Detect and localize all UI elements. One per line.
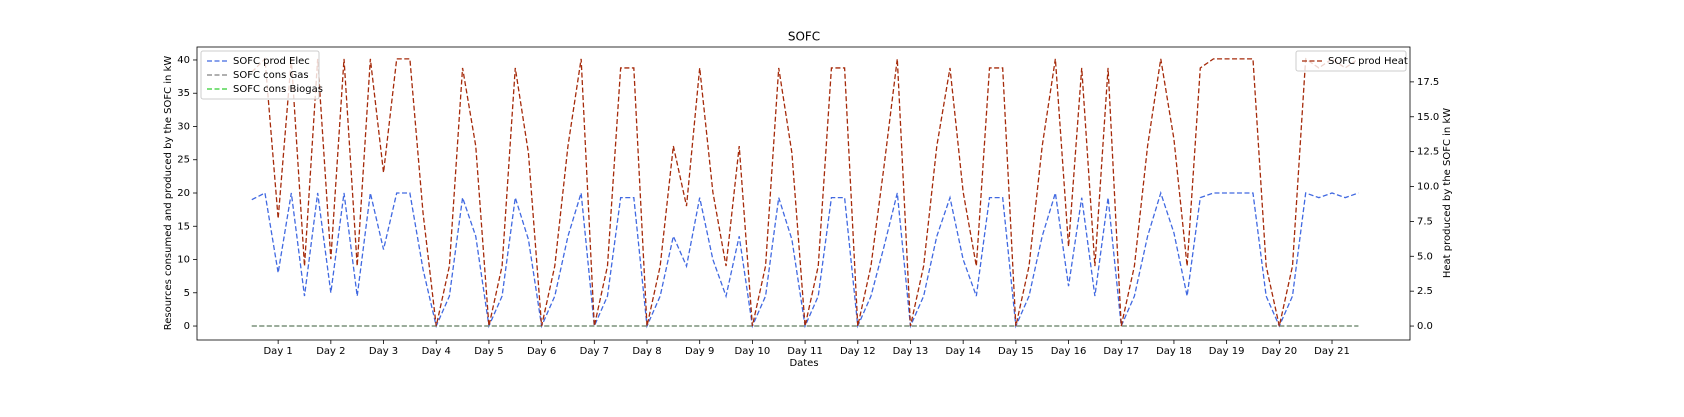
y2-tick-label: 12.5 (1417, 147, 1439, 158)
y2-tick-label: 0.0 (1417, 321, 1433, 332)
y-tick-label: 35 (177, 88, 190, 99)
y2-tick-label: 15.0 (1417, 112, 1439, 123)
x-tick-label: Day 19 (1209, 346, 1245, 357)
y-tick-label: 15 (177, 221, 190, 232)
x-axis-label: Dates (789, 358, 818, 369)
series-line (251, 57, 1359, 327)
y2-tick-label: 5.0 (1417, 251, 1433, 262)
y-tick-label: 25 (177, 155, 190, 166)
y-tick-label: 30 (177, 121, 190, 132)
x-tick-label: Day 8 (632, 346, 661, 357)
y2-tick-label: 17.5 (1417, 77, 1439, 88)
y2-tick-label: 2.5 (1417, 286, 1433, 297)
y-tick-label: 40 (177, 55, 190, 66)
x-tick-label: Day 11 (787, 346, 823, 357)
x-tick-label: Day 18 (1156, 346, 1192, 357)
x-tick-label: Day 21 (1314, 346, 1350, 357)
y-tick-label: 20 (177, 188, 190, 199)
series-line (251, 190, 1359, 329)
legend-label: SOFC prod Heat (1328, 56, 1408, 67)
x-tick-label: Day 15 (998, 346, 1034, 357)
x-tick-label: Day 17 (1103, 346, 1139, 357)
legend-box (200, 50, 320, 100)
x-tick-label: Day 16 (1051, 346, 1087, 357)
y2-axis-label: Heat produced by the SOFC in kW (1442, 108, 1453, 278)
chart-title: SOFC (788, 30, 820, 44)
x-tick-label: Day 1 (263, 346, 292, 357)
x-tick-label: Day 2 (316, 346, 345, 357)
legend-box (1295, 50, 1407, 72)
y2-tick-label: 10.0 (1417, 182, 1439, 193)
y2-tick-label: 7.5 (1417, 216, 1433, 227)
x-tick-label: Day 5 (474, 346, 503, 357)
x-tick-label: Day 20 (1261, 346, 1297, 357)
y-axis-label: Resources consumed and produced by the S… (163, 56, 174, 331)
x-tick-label: Day 6 (527, 346, 556, 357)
legend-label: SOFC prod Elec (233, 56, 310, 67)
x-tick-label: Day 4 (422, 346, 451, 357)
x-tick-label: Day 3 (369, 346, 398, 357)
x-tick-label: Day 9 (685, 346, 714, 357)
x-tick-label: Day 10 (735, 346, 771, 357)
x-tick-label: Day 7 (580, 346, 609, 357)
legend-label: SOFC cons Biogas (233, 84, 323, 95)
legend-label: SOFC cons Gas (233, 70, 309, 81)
y-tick-label: 0 (184, 321, 190, 332)
x-tick-label: Day 14 (945, 346, 981, 357)
x-tick-label: Day 13 (893, 346, 929, 357)
plot-frame (196, 46, 1411, 341)
x-tick-label: Day 12 (840, 346, 876, 357)
y-tick-label: 10 (177, 255, 190, 266)
y-tick-label: 5 (184, 288, 190, 299)
